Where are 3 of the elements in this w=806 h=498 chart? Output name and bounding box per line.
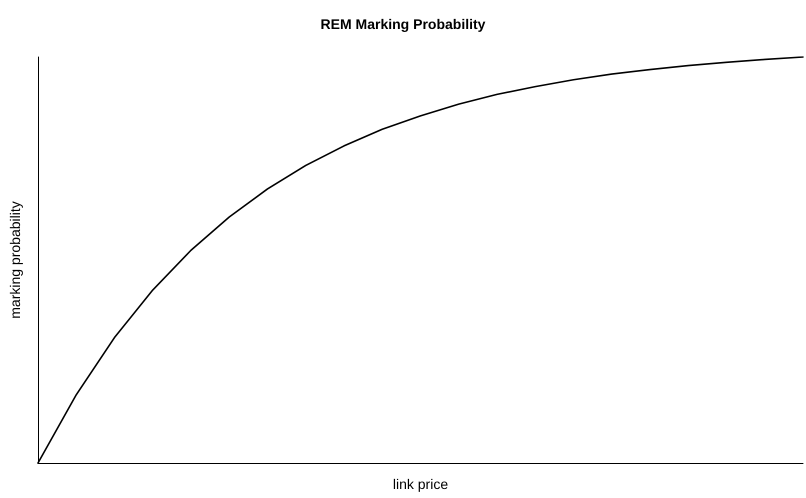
y-axis-title: marking probability — [7, 201, 23, 319]
chart-title: REM Marking Probability — [320, 16, 486, 32]
x-axis-title: link price — [392, 476, 448, 492]
